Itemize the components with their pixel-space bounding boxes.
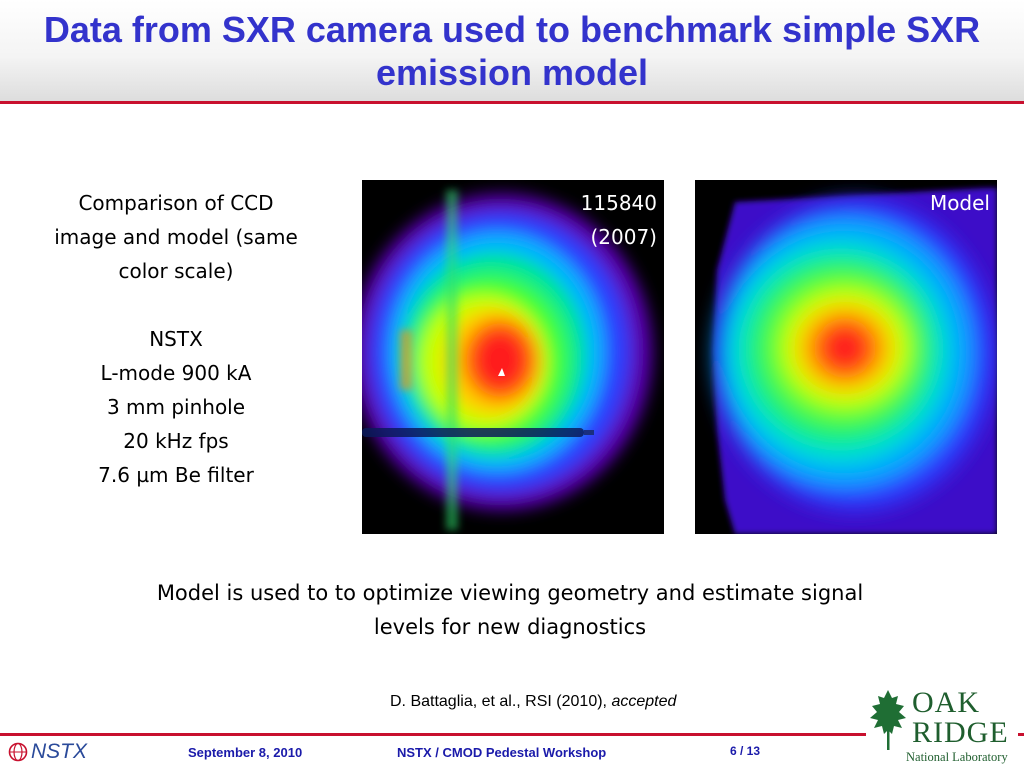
- footer-event: NSTX / CMOD Pedestal Workshop: [397, 745, 607, 760]
- ornl-ridge-text: RIDGE: [912, 716, 1009, 749]
- model-image-panel: Model: [695, 180, 997, 534]
- shot-number: 115840: [580, 191, 657, 215]
- slide-caption: Model is used to to optimize viewing geo…: [100, 576, 920, 644]
- citation-text: D. Battaglia, et al., RSI (2010),: [390, 693, 612, 710]
- description-line: 3 mm pinhole: [106, 395, 246, 419]
- footer-date: September 8, 2010: [188, 745, 303, 760]
- description-line: Comparison of CCD: [78, 191, 274, 215]
- nstx-logo: NSTX: [8, 740, 87, 764]
- description-line: image and model (same: [54, 225, 298, 249]
- model-image-label: Model: [929, 191, 990, 215]
- slide-title: Data from SXR camera used to benchmark s…: [43, 9, 981, 93]
- ornl-oak-text: OAK: [912, 686, 980, 719]
- oak-leaf-icon: [870, 690, 906, 750]
- description-line: 20 kHz fps: [123, 429, 229, 453]
- ccd-image: [362, 190, 652, 530]
- spacer: [28, 288, 324, 322]
- description-line: 7.6 µm Be filter: [98, 463, 254, 487]
- caption-line: Model is used to to optimize viewing geo…: [156, 581, 864, 605]
- slide-header: Data from SXR camera used to benchmark s…: [0, 0, 1024, 103]
- description-line: color scale): [118, 259, 234, 283]
- description-line: L-mode 900 kA: [100, 361, 252, 385]
- caption-line: levels for new diagnostics: [373, 615, 647, 639]
- model-image: [713, 188, 997, 534]
- citation-status: accepted: [611, 693, 677, 710]
- ccd-image-label: 115840 (2007): [581, 186, 657, 254]
- description-line: NSTX: [149, 327, 203, 351]
- ornl-lab-text: National Laboratory: [906, 750, 1008, 764]
- description-block: Comparison of CCD image and model (same …: [28, 186, 324, 492]
- title-divider: [0, 101, 1024, 104]
- shot-year: (2007): [590, 225, 657, 249]
- ornl-logo: OAK RIDGE National Laboratory: [866, 686, 1018, 768]
- footer-divider: [0, 733, 866, 736]
- citation: D. Battaglia, et al., RSI (2010), accept…: [390, 693, 850, 711]
- page-number: 6 / 13: [730, 744, 761, 758]
- nstx-logo-text: NSTX: [31, 740, 88, 763]
- ccd-image-panel: 115840 (2007): [362, 180, 664, 534]
- footer-divider-right: [1018, 733, 1024, 736]
- nstx-emblem-icon: [8, 742, 28, 762]
